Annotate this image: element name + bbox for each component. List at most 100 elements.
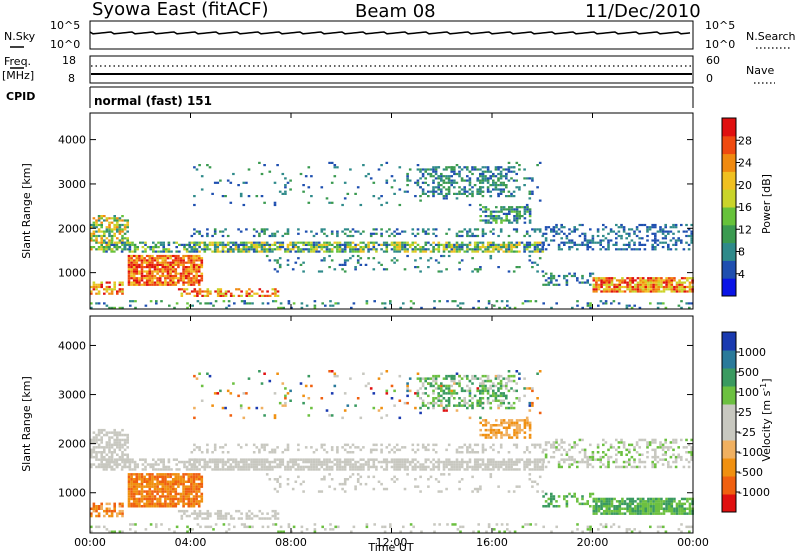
heatmap-cell — [92, 441, 96, 444]
heatmap-cell — [515, 219, 519, 222]
heatmap-cell — [333, 164, 337, 167]
heatmap-cell — [505, 421, 508, 425]
heatmap-cell — [388, 228, 391, 231]
heatmap-cell — [300, 530, 304, 533]
heatmap-cell — [182, 274, 185, 278]
heatmap-cell — [105, 246, 108, 249]
heatmap-cell — [320, 270, 324, 273]
heatmap-cell — [153, 283, 157, 286]
heatmap-cell — [273, 243, 277, 246]
heatmap-cell — [416, 392, 420, 395]
heatmap-cell — [442, 473, 446, 476]
heatmap-cell — [473, 463, 477, 466]
heatmap-cell — [479, 377, 482, 380]
heatmap-cell — [152, 463, 155, 466]
heatmap-cell — [219, 250, 222, 253]
heatmap-cell — [154, 460, 158, 464]
heatmap-cell — [164, 261, 167, 264]
heatmap-cell — [276, 248, 279, 251]
heatmap-cell — [442, 397, 446, 400]
heatmap-cell — [108, 438, 111, 442]
heatmap-cell — [169, 279, 172, 282]
heatmap-cell — [132, 478, 136, 481]
heatmap-cell — [625, 304, 629, 307]
heatmap-cell — [171, 277, 175, 280]
heatmap-cell — [136, 248, 139, 251]
heatmap-cell — [92, 455, 96, 459]
heatmap-cell — [432, 188, 435, 191]
heatmap-cell — [102, 468, 106, 471]
heatmap-cell — [330, 414, 334, 417]
heatmap-cell — [130, 497, 133, 501]
heatmap-cell — [437, 404, 440, 407]
heatmap-cell — [635, 228, 639, 231]
heatmap-cell — [602, 455, 605, 459]
heatmap-cell — [273, 458, 277, 461]
heatmap-cell — [471, 404, 474, 407]
heatmap-cell — [447, 243, 451, 246]
heatmap-cell — [213, 468, 217, 471]
heatmap-cell — [211, 460, 214, 464]
heatmap-cell — [497, 192, 500, 195]
heatmap-cell — [291, 246, 295, 249]
heatmap-cell — [174, 283, 178, 286]
heatmap-cell — [492, 468, 495, 471]
heatmap-cell — [403, 458, 407, 461]
heatmap-cell — [356, 465, 360, 469]
heatmap-cell — [315, 448, 318, 452]
heatmap-cell — [489, 468, 493, 471]
heatmap-cell — [576, 460, 579, 464]
heatmap-cell — [447, 254, 451, 258]
heatmap-cell — [631, 281, 635, 284]
heatmap-cell — [533, 228, 537, 231]
heatmap-cell — [130, 254, 133, 258]
heatmap-cell — [568, 465, 571, 469]
heatmap-cell — [349, 246, 352, 249]
heatmap-cell — [128, 243, 132, 246]
heatmap-cell — [388, 460, 391, 464]
heatmap-cell — [479, 384, 482, 388]
heatmap-cell — [607, 248, 610, 251]
heatmap-cell — [675, 281, 679, 284]
heatmap-cell — [108, 292, 111, 295]
heatmap-cell — [237, 250, 240, 253]
heatmap-cell — [219, 446, 222, 449]
heatmap-cell — [133, 468, 137, 471]
heatmap-cell — [641, 288, 645, 291]
heatmap-cell — [432, 170, 435, 173]
heatmap-cell — [583, 243, 587, 246]
heatmap-cell — [542, 283, 545, 286]
heatmap-cell — [143, 475, 146, 479]
heatmap-cell — [385, 463, 389, 466]
heatmap-cell — [555, 302, 558, 305]
heatmap-cell — [237, 460, 240, 464]
heatmap-cell — [367, 243, 370, 246]
heatmap-cell — [429, 257, 433, 260]
heatmap-cell — [544, 283, 548, 286]
heatmap-cell — [166, 487, 170, 491]
heatmap-cell — [544, 226, 548, 229]
heatmap-cell — [127, 254, 131, 258]
heatmap-cell — [266, 290, 269, 293]
heatmap-cell — [135, 473, 139, 476]
heatmap-cell — [513, 421, 516, 425]
heatmap-cell — [92, 246, 96, 249]
heatmap-cell — [615, 288, 619, 291]
heatmap-cell — [523, 177, 526, 180]
heatmap-cell — [354, 268, 357, 271]
heatmap-cell — [199, 302, 202, 305]
heatmap-cell — [547, 441, 551, 444]
heatmap-cell — [252, 465, 256, 469]
heatmap-cell — [445, 374, 448, 378]
heatmap-cell — [612, 230, 615, 233]
heatmap-cell — [424, 181, 427, 184]
heatmap-cell — [486, 179, 490, 182]
heatmap-cell — [674, 226, 678, 229]
heatmap-cell — [134, 306, 137, 309]
heatmap-cell — [274, 294, 277, 297]
heatmap-cell — [481, 379, 485, 383]
heatmap-cell — [185, 468, 189, 471]
heatmap-cell — [127, 274, 131, 278]
heatmap-cell — [597, 528, 600, 531]
heatmap-cell — [243, 300, 246, 303]
